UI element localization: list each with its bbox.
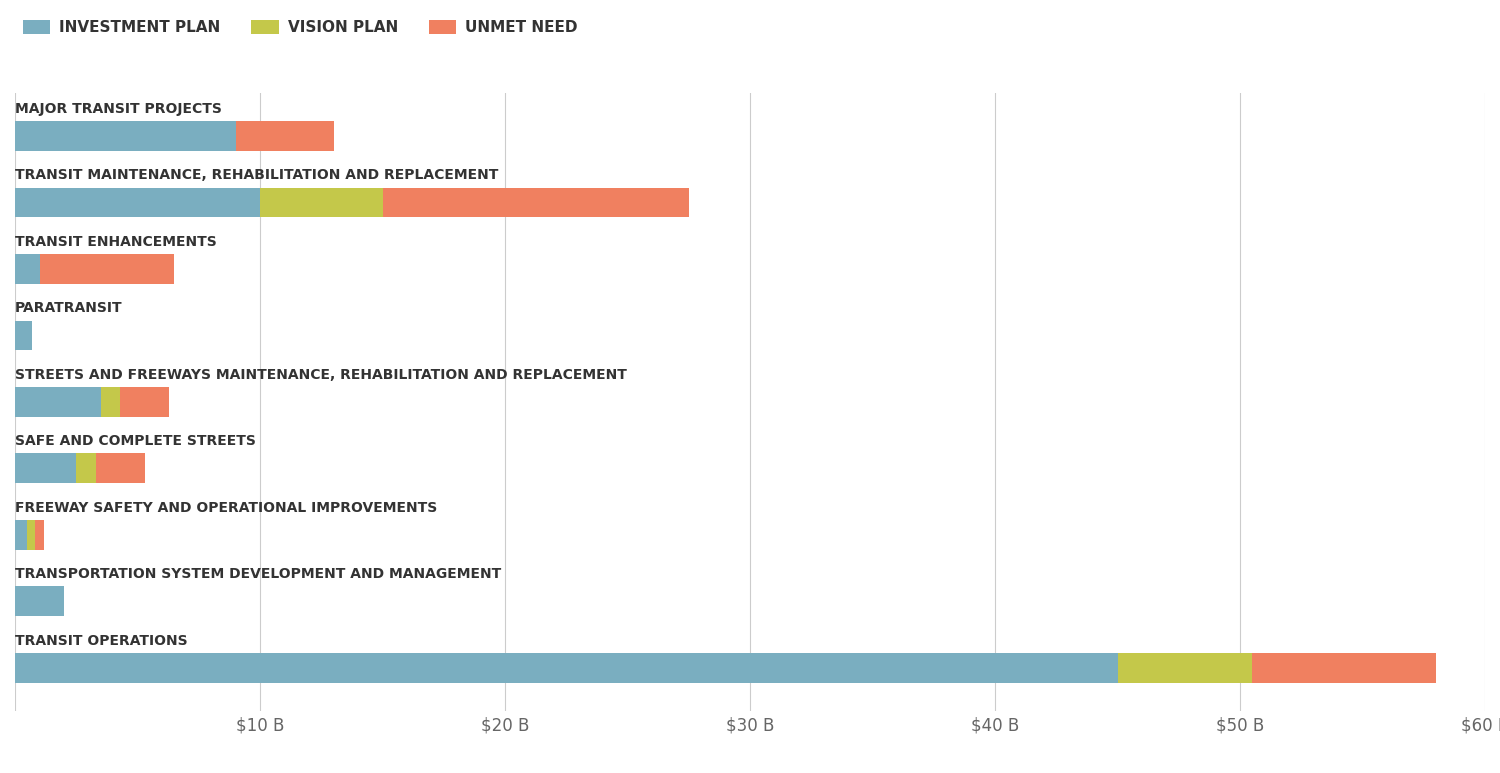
Bar	[15, 254, 39, 284]
Bar	[236, 121, 333, 151]
Bar	[76, 454, 96, 483]
Bar	[15, 321, 32, 350]
Bar	[27, 520, 34, 550]
Bar	[100, 387, 120, 417]
Bar	[382, 188, 688, 217]
Bar	[15, 587, 64, 616]
Text: TRANSIT MAINTENANCE, REHABILITATION AND REPLACEMENT: TRANSIT MAINTENANCE, REHABILITATION AND …	[15, 169, 498, 182]
Bar	[15, 520, 27, 550]
Text: MAJOR TRANSIT PROJECTS: MAJOR TRANSIT PROJECTS	[15, 102, 222, 116]
Bar	[260, 188, 382, 217]
Bar	[1252, 653, 1436, 683]
Text: PARATRANSIT: PARATRANSIT	[15, 301, 123, 315]
Text: STREETS AND FREEWAYS MAINTENANCE, REHABILITATION AND REPLACEMENT: STREETS AND FREEWAYS MAINTENANCE, REHABI…	[15, 368, 627, 382]
Bar	[34, 520, 45, 550]
Text: TRANSPORTATION SYSTEM DEVELOPMENT AND MANAGEMENT: TRANSPORTATION SYSTEM DEVELOPMENT AND MA…	[15, 567, 501, 581]
Bar	[1118, 653, 1252, 683]
Bar	[15, 454, 76, 483]
Bar	[260, 188, 382, 217]
Bar	[15, 653, 1118, 683]
Bar	[1118, 653, 1252, 683]
Text: TRANSIT ENHANCEMENTS: TRANSIT ENHANCEMENTS	[15, 235, 216, 249]
Bar	[100, 387, 120, 417]
Bar	[120, 387, 170, 417]
Bar	[15, 121, 236, 151]
Legend: INVESTMENT PLAN, VISION PLAN, UNMET NEED: INVESTMENT PLAN, VISION PLAN, UNMET NEED	[22, 20, 578, 35]
Text: FREEWAY SAFETY AND OPERATIONAL IMPROVEMENTS: FREEWAY SAFETY AND OPERATIONAL IMPROVEME…	[15, 501, 438, 515]
Bar	[96, 454, 146, 483]
Bar	[15, 188, 260, 217]
Text: SAFE AND COMPLETE STREETS: SAFE AND COMPLETE STREETS	[15, 434, 256, 448]
Bar	[76, 454, 96, 483]
Bar	[27, 520, 34, 550]
Text: TRANSIT OPERATIONS: TRANSIT OPERATIONS	[15, 634, 188, 648]
Bar	[39, 254, 174, 284]
Bar	[15, 387, 100, 417]
